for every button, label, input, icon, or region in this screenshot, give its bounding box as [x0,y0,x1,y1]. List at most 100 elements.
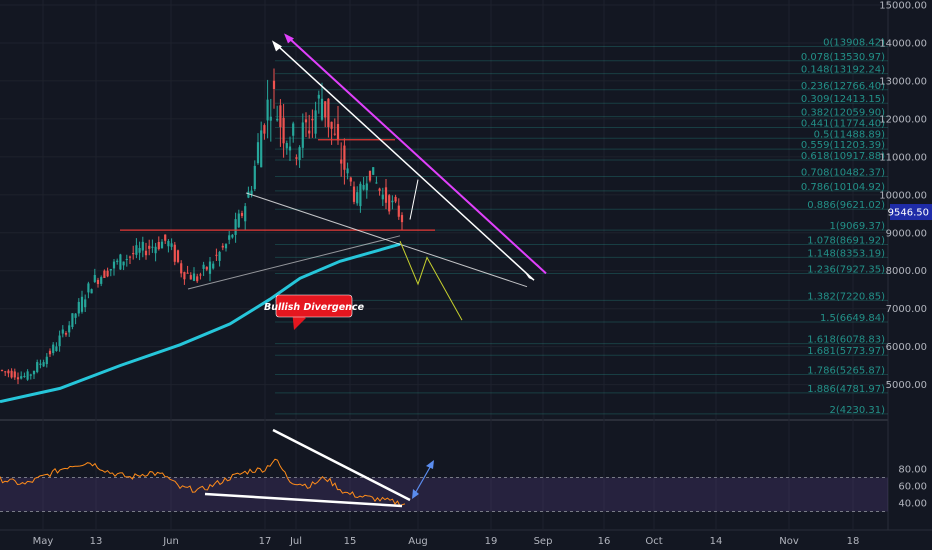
x-tick-label: 16 [598,536,611,547]
candle-body [359,183,362,207]
candles [0,68,404,385]
fib-label: 0.148(13192.24) [801,65,885,76]
candle-body [77,301,80,314]
candle-body [253,165,256,190]
candle-body [128,256,132,258]
candle-body [176,250,180,262]
bounce-arrow [409,179,419,220]
fib-label: 1.618(6078.83) [807,335,885,346]
candle-body [144,250,148,256]
fib-label: 1.5(6649.84) [820,313,885,324]
candle-body [39,363,42,365]
candle-body [109,269,112,271]
candle-body [13,371,16,378]
rsi-bounce-arrow [412,461,434,498]
fib-label: 2(4230.31) [829,405,885,416]
candle-body [356,192,359,204]
fib-label: 1.681(5773.97) [807,346,885,357]
candle-body [160,241,164,249]
candle-body [288,146,292,151]
candle-body [93,275,96,282]
x-tick-label: Nov [779,536,799,547]
candle-body [394,196,397,202]
fib-label: 0.382(12059.90) [801,108,885,119]
y-tick-label: 8000.00 [886,266,927,277]
candle-body [397,205,400,217]
rsi-divergence-lower [204,492,403,508]
candle-body [183,272,186,280]
wedge-upper-line [274,42,535,281]
candle-body [292,123,295,136]
candle-body [199,274,202,276]
rsi-tick-label: 40.00 [898,499,927,510]
candle-body [42,362,45,367]
rsi-bounce-arrowtail [412,489,419,499]
candle-body [260,130,263,168]
candle-body [16,377,20,380]
y-tick-label: 10000.00 [879,190,927,201]
candle-body [202,264,205,269]
y-tick-label: 14000.00 [879,38,927,49]
y-tick-label: 5000.00 [886,380,927,391]
candle-body [237,213,240,228]
candle-body [282,117,285,144]
rising-trendline [187,235,401,290]
last-price-tag [890,204,932,221]
candle-body [218,251,221,261]
candle-body [362,185,365,190]
candle-body [103,270,106,279]
candle-body [340,159,343,164]
candle-body [154,246,157,254]
candle-body [352,186,356,202]
x-tick-label: 18 [847,536,860,547]
fib-label: 0.078(13530.97) [801,52,885,63]
candle-body [308,130,311,134]
candle-body [208,261,212,274]
x-tick-label: 14 [710,536,723,547]
drawing-overlay: Bullish Divergence [0,33,547,404]
fib-levels: 0(13908.42) 0.078(13530.97) 0.148(13192.24… [275,37,888,416]
candle-body [4,371,7,373]
axes: May 13 Jun 17 Jul 15 Aug 19 Sep 16 Oct 14 Nov 18 15000… [33,1,932,547]
x-tick-label: 15 [344,536,357,547]
candle-body [100,277,103,284]
fib-label: 0.309(12413.15) [801,94,885,105]
candle-body [266,99,269,121]
last-price-label: 9546.50 [888,208,929,219]
fib-label: 1(9069.37) [829,221,885,232]
grid-lines [0,0,932,531]
rsi-tick-label: 80.00 [898,465,927,476]
x-tick-label: Jul [289,536,302,547]
projection-zigzag [399,240,463,321]
rsi-pane [0,428,888,512]
y-tick-label: 6000.00 [886,342,927,353]
candle-body [80,296,84,312]
candle-body [122,261,125,266]
candle-body [324,101,327,118]
fib-label: 0.708(10482.37) [801,168,885,179]
rsi-divergence-upper [272,428,411,502]
candle-body [112,261,116,269]
candle-body [192,273,196,281]
candle-body [276,118,279,121]
candle-body [74,313,77,318]
candle-body [295,157,298,159]
candle-body [196,276,199,282]
fib-label: 0.441(11774.40) [801,118,885,129]
candle-body [87,283,90,293]
rsi-line [0,458,406,507]
candle-body [164,234,167,241]
fib-label: 0.886(9621.02) [807,200,885,211]
candle-body [7,370,10,374]
candle-body [205,266,208,270]
candle-body [61,329,64,334]
candle-body [378,188,381,191]
candle-body [365,183,368,191]
fib-label: 0.5(11488.89) [814,129,886,140]
candle-body [298,147,301,160]
candle-body [212,263,215,269]
candle-body [388,195,391,212]
candle-body [68,325,71,333]
